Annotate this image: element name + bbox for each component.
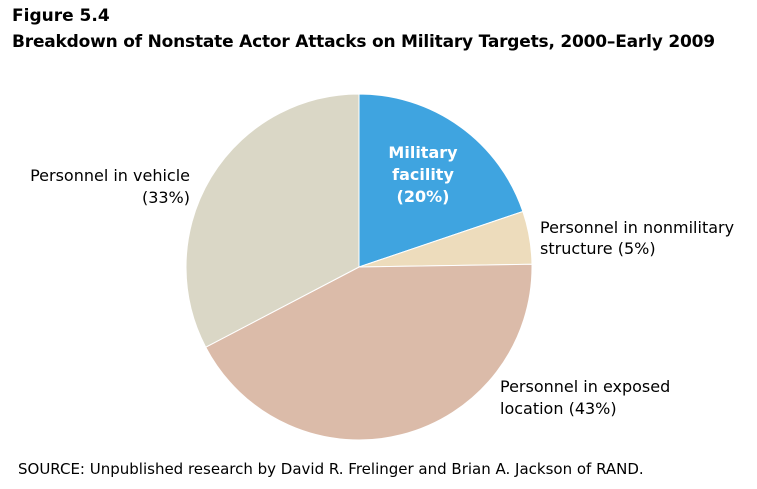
pie-slice-personnel-in-exposed-location <box>205 263 533 441</box>
pie-label-military-facility: Military facility (20%) <box>388 143 458 206</box>
source-note: SOURCE: Unpublished research by David R.… <box>18 460 644 478</box>
pie-slice-personnel-in-vehicle <box>185 93 360 348</box>
pie-label-personnel-in-vehicle: Personnel in vehicle (33%) <box>30 166 190 207</box>
pie-label-personnel-in-nonmilitary-structure: Personnel in nonmilitary structure (5%) <box>540 218 734 258</box>
pie-label-personnel-in-exposed-location: Personnel in exposed location (43%) <box>500 377 670 418</box>
figure-title: Breakdown of Nonstate Actor Attacks on M… <box>12 32 715 52</box>
pie-slice-military-facility <box>358 93 524 268</box>
figure-number: Figure 5.4 <box>12 6 110 26</box>
